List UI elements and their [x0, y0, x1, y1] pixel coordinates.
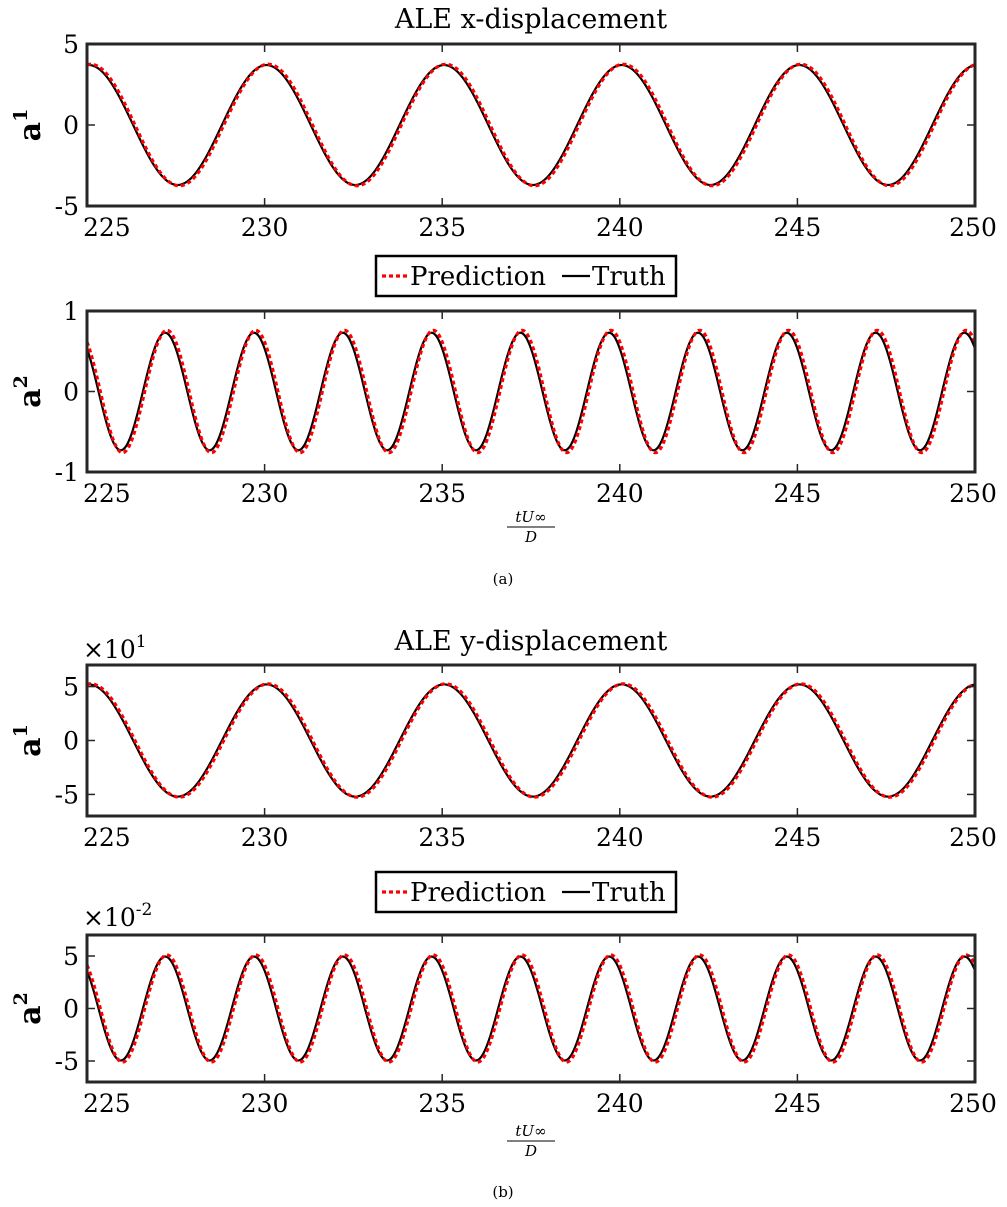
- x-tick-label: 230: [241, 213, 289, 242]
- y-tick-label: 5: [63, 942, 79, 971]
- x-tick-label: 230: [241, 1089, 289, 1118]
- x-tick-label: 235: [418, 213, 466, 242]
- x-tick-label: 245: [774, 213, 822, 242]
- y-tick-label: 5: [63, 30, 79, 59]
- chart-title: ALE y-displacement: [394, 626, 668, 657]
- caption-b: (b): [492, 1183, 513, 1201]
- y-tick-label: -5: [55, 192, 79, 221]
- x-tick-label: 235: [418, 479, 466, 508]
- x-tick-label: 235: [418, 823, 466, 852]
- series-truth-line: [86, 683, 976, 798]
- legend-1: Prediction Truth: [374, 254, 678, 298]
- legend-truth-label: Truth: [592, 262, 666, 292]
- chart-title: ALE x-displacement: [394, 4, 667, 35]
- axes-box: [85, 42, 977, 208]
- legend-box: [374, 870, 678, 914]
- x-tick-label: 245: [774, 479, 822, 508]
- x-tick-label: 245: [774, 1089, 822, 1118]
- y-tick-label: 0: [63, 727, 79, 756]
- x-axis-label: tU∞ D: [507, 508, 555, 546]
- chart-panel-4: 225 230 235 240 245 250 -5 0 5×10-2 a2 tU∞ D: [10, 900, 997, 1160]
- x-tick-label: 225: [83, 479, 131, 508]
- axes-box: [85, 309, 977, 474]
- x-tick-label: 250: [949, 213, 997, 242]
- y-tick-label: 0: [63, 995, 79, 1024]
- chart-panel-1: 225 230 235 240 245 250 -5 0 5 ALE x-displacement…: [10, 4, 997, 242]
- x-tick-label: 240: [596, 213, 644, 242]
- legends: Prediction Truth Prediction Truth: [374, 254, 678, 914]
- x-tick-label: 225: [83, 823, 131, 852]
- series-prediction-line: [85, 953, 977, 1064]
- x-tick-label: 225: [83, 213, 131, 242]
- axes-box: [85, 663, 977, 818]
- y-axis-label: a2: [10, 992, 48, 1025]
- x-axis-label-numerator: tU∞: [515, 1122, 546, 1140]
- legend-2: Prediction Truth: [374, 870, 678, 914]
- axes-box: [85, 933, 977, 1084]
- series-prediction-line: [85, 328, 977, 455]
- x-tick-label: 235: [418, 1089, 466, 1118]
- series-prediction-line: [86, 62, 976, 188]
- x-tick-label: 245: [774, 823, 822, 852]
- y-tick-label: 1: [63, 297, 79, 326]
- y-axis-label: a1: [10, 724, 48, 757]
- y-tick-label: 0: [63, 378, 79, 407]
- caption-a: (a): [493, 570, 514, 588]
- x-tick-label: 225: [83, 1089, 131, 1118]
- x-tick-label: 240: [596, 479, 644, 508]
- y-axis-label: a1: [10, 109, 48, 142]
- legend-truth-label: Truth: [592, 878, 666, 908]
- x-axis-label-denominator: D: [524, 528, 537, 546]
- y-tick-label: 0: [63, 111, 79, 140]
- x-tick-label: 250: [949, 1089, 997, 1118]
- x-axis-label: tU∞ D: [507, 1122, 555, 1160]
- series-prediction-line: [86, 682, 976, 799]
- x-tick-label: 230: [241, 479, 289, 508]
- series-truth-line: [85, 955, 977, 1062]
- y-tick-label: -1: [55, 458, 79, 487]
- legend-prediction-label: Prediction: [410, 878, 546, 908]
- chart-panel-3: 225 230 235 240 245 250 -5 0 5 ALE y-displacement…: [10, 626, 997, 852]
- y-tick-label: -5: [55, 1047, 79, 1076]
- panels: 225 230 235 240 245 250 -5 0 5 ALE x-displacement…: [10, 4, 997, 1160]
- x-axis-label-denominator: D: [524, 1142, 537, 1160]
- y-exponent-label: ×10-2: [83, 900, 152, 932]
- y-axis-label: a2: [10, 375, 48, 408]
- legend-prediction-label: Prediction: [410, 262, 546, 292]
- y-tick-label: 5: [63, 673, 79, 702]
- series-truth-line: [85, 331, 977, 452]
- y-exponent-label: ×101: [83, 632, 147, 664]
- legend-box: [374, 254, 678, 298]
- x-tick-label: 230: [241, 823, 289, 852]
- x-axis-label-numerator: tU∞: [515, 508, 546, 526]
- x-tick-label: 240: [596, 1089, 644, 1118]
- y-tick-label: -5: [55, 780, 79, 809]
- x-tick-label: 240: [596, 823, 644, 852]
- series-truth-line: [86, 63, 976, 187]
- x-tick-label: 250: [949, 479, 997, 508]
- x-tick-label: 250: [949, 823, 997, 852]
- chart-panel-2: 225 230 235 240 245 250 -1 0 1 a2 tU∞ D: [10, 297, 997, 546]
